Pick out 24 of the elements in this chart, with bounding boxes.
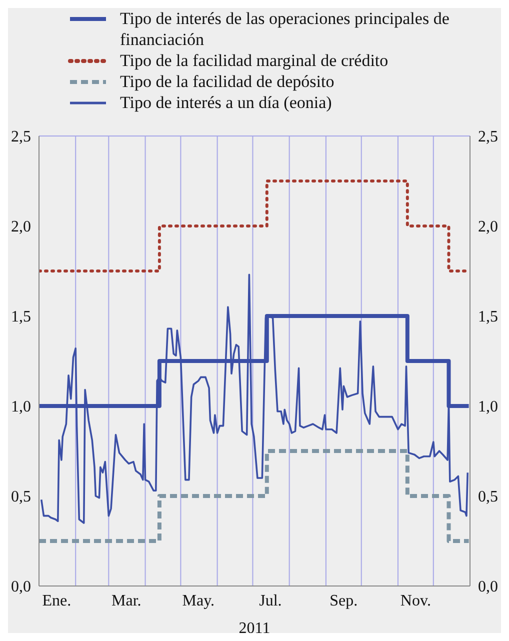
x-tick-label: Sep. [330,592,358,610]
x-tick-label: Jul. [259,592,282,610]
y-tick-label: 1,5 [11,308,31,326]
legend-label: Tipo de interés de las operaciones principales de financiación [120,8,450,50]
y2-tick-label: 0,5 [478,488,498,506]
y2-tick-label: 2,5 [478,128,498,146]
y2-tick-label: 0,0 [478,578,498,596]
y-tick-label: 2,5 [11,128,31,146]
line-series [40,274,469,524]
y2-tick-label: 2,0 [478,218,498,236]
legend-label: Tipo de la facilidad de depósito [120,71,334,92]
y-tick-label: 0,5 [11,488,31,506]
x-tick-label: May. [182,592,215,610]
y-tick-label: 1,0 [11,398,31,416]
x-tick-label: Mar. [111,592,142,610]
x-tick-label: Nov. [400,592,431,610]
legend-label: Tipo de interés a un día (eonia) [120,92,332,113]
x-axis-title: 2011 [238,620,270,637]
y-tick-label: 2,0 [11,218,31,236]
x-tick-label: Ene. [42,592,72,610]
legend-label: Tipo de la facilidad marginal de crédito [120,50,388,71]
y-tick-label: 0,0 [11,578,31,596]
y2-tick-label: 1,0 [478,398,498,416]
y2-tick-label: 1,5 [478,308,498,326]
